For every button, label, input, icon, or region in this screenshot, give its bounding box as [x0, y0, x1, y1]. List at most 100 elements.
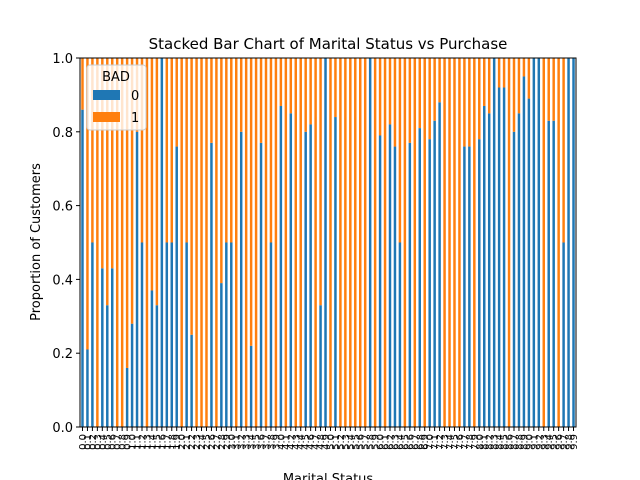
bar-segment-0-6.6 — [408, 142, 412, 427]
x-tick-label: 0.6 — [108, 434, 119, 450]
bar-segment-1-3.2 — [239, 58, 243, 132]
bar-segment-0-0.9 — [125, 367, 129, 427]
bars-layer — [81, 58, 575, 428]
bar-segment-0-1.9 — [175, 146, 178, 427]
x-tick-label: 7.5 — [450, 434, 461, 450]
x-tick-label: 7.0 — [425, 434, 436, 450]
bar-segment-0-0.6 — [111, 268, 114, 427]
bar-segment-1-3.7 — [264, 58, 268, 427]
x-tick-label: 2.2 — [187, 434, 198, 450]
x-tick-label: 8.4 — [495, 434, 506, 450]
bar-segment-1-6.0 — [378, 58, 382, 136]
x-tick-label: 0.5 — [103, 434, 114, 450]
y-axis-ticks: 0.0 0.2 0.4 0.6 0.8 1.0 — [52, 52, 80, 436]
bar-segment-0-1.0 — [130, 323, 134, 427]
bar-segment-1-9.3 — [542, 58, 545, 427]
legend-label-0: 0 — [131, 89, 139, 104]
x-tick-label: 5.6 — [356, 434, 367, 450]
bar-segment-0-8.8 — [517, 113, 521, 427]
bar-segment-0-3.4 — [249, 345, 253, 427]
x-tick-label: 5.3 — [341, 434, 352, 450]
bar-segment-0-1.6 — [160, 58, 164, 427]
bar-segment-1-4.6 — [309, 58, 312, 125]
bar-segment-0-0.0 — [81, 109, 84, 427]
y-tick-label: 0.4 — [52, 273, 73, 288]
bar-segment-1-7.1 — [433, 58, 436, 121]
bar-segment-1-1.2 — [140, 58, 144, 243]
bar-segment-1-4.5 — [304, 58, 307, 132]
x-tick-label: 7.6 — [455, 434, 466, 450]
x-tick-label: 1.3 — [142, 434, 153, 450]
bar-segment-0-2.2 — [190, 334, 193, 427]
bar-segment-1-6.8 — [418, 58, 421, 129]
y-axis-label: Proportion of Customers — [29, 163, 44, 321]
bar-segment-0-9.4 — [547, 120, 550, 427]
bar-segment-0-8.7 — [512, 131, 516, 428]
bar-segment-1-3.1 — [235, 58, 238, 427]
bar-segment-1-3.6 — [259, 58, 263, 143]
x-tick-label: 9.6 — [554, 434, 565, 450]
bar-segment-1-4.2 — [289, 58, 293, 114]
bar-segment-1-2.0 — [180, 58, 183, 427]
bar-segment-0-3.8 — [269, 242, 273, 427]
bar-segment-0-0.4 — [101, 268, 104, 427]
bar-segment-0-0.2 — [91, 242, 94, 427]
bar-segment-0-3.2 — [239, 131, 243, 428]
bar-segment-0-6.8 — [418, 128, 421, 428]
bar-segment-0-5.1 — [334, 117, 337, 427]
bar-segment-0-1.8 — [170, 242, 173, 427]
bar-segment-1-2.4 — [200, 58, 203, 427]
bar-segment-1-5.6 — [359, 58, 362, 427]
bar-segment-0-6.2 — [388, 124, 392, 428]
bar-segment-1-6.4 — [398, 58, 402, 243]
bar-segment-1-0.5 — [106, 58, 109, 306]
bar-segment-0-1.2 — [140, 242, 144, 427]
x-tick-label: 4.9 — [321, 434, 332, 450]
x-tick-label: 2.6 — [207, 434, 218, 450]
x-tick-label: 1.4 — [147, 434, 158, 450]
bar-segment-1-4.8 — [319, 58, 322, 306]
x-tick-label: 3.7 — [262, 434, 273, 450]
x-tick-label: 4.7 — [311, 434, 322, 450]
bar-segment-1-0.1 — [86, 58, 89, 350]
bar-segment-0-8.0 — [478, 139, 481, 427]
x-tick-label: 0.8 — [118, 434, 129, 450]
x-tick-label: 3.0 — [227, 434, 238, 450]
y-tick-label: 0.8 — [52, 126, 73, 141]
bar-segment-0-2.6 — [210, 142, 213, 427]
x-tick-label: 2.3 — [192, 434, 203, 450]
x-tick-label: 7.1 — [430, 434, 441, 450]
bar-segment-1-7.5 — [453, 58, 456, 427]
x-tick-label: 8.2 — [485, 434, 496, 450]
bar-segment-0-9.1 — [532, 58, 536, 427]
bar-segment-1-2.1 — [185, 58, 188, 243]
bar-segment-1-6.2 — [388, 58, 392, 125]
legend-title: BAD — [102, 70, 130, 85]
x-tick-label: 3.9 — [271, 434, 282, 450]
bar-segment-1-7.0 — [428, 58, 431, 140]
x-tick-label: 5.0 — [326, 434, 337, 450]
x-tick-label: 5.9 — [371, 434, 382, 450]
bar-segment-1-3.9 — [274, 58, 278, 427]
x-tick-label: 6.0 — [376, 434, 387, 450]
legend-swatch-1 — [93, 112, 120, 122]
x-tick-label: 7.4 — [445, 434, 456, 450]
bar-segment-1-6.5 — [403, 58, 407, 427]
bar-segment-0-7.0 — [428, 139, 431, 427]
bar-segment-1-4.7 — [314, 58, 317, 427]
bar-segment-1-2.7 — [215, 58, 218, 427]
x-tick-label: 3.6 — [257, 434, 268, 450]
bar-segment-1-2.8 — [220, 58, 223, 284]
x-tick-label: 9.0 — [524, 434, 535, 450]
bar-segment-1-1.5 — [155, 58, 159, 306]
bar-segment-0-8.4 — [497, 87, 501, 428]
bar-segment-0-2.9 — [225, 242, 228, 427]
x-tick-label: 6.2 — [386, 434, 397, 450]
bar-segment-0-1.1 — [135, 131, 139, 428]
x-tick-label: 3.8 — [266, 434, 277, 450]
x-tick-label: 1.5 — [152, 434, 163, 450]
bar-segment-1-8.5 — [502, 58, 506, 88]
bar-segment-1-5.2 — [339, 58, 342, 427]
bar-segment-1-8.6 — [507, 58, 511, 427]
bar-segment-0-2.1 — [185, 242, 188, 427]
